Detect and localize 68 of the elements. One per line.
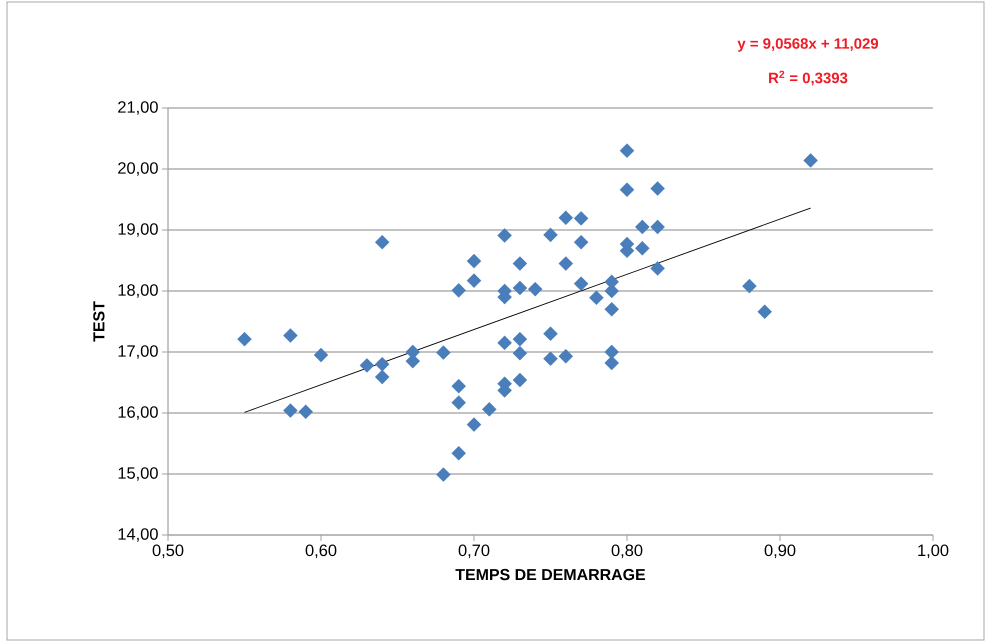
point (803, 153, 818, 168)
point (497, 228, 512, 243)
y-tick-label: 18,00 (118, 284, 158, 298)
point (298, 404, 313, 420)
point (512, 372, 528, 388)
point (451, 395, 466, 410)
point (512, 280, 528, 296)
point (558, 348, 574, 364)
y-tick-label: 15,00 (118, 467, 158, 481)
point (482, 402, 497, 417)
point (574, 276, 588, 291)
point (604, 356, 619, 370)
point (451, 283, 466, 298)
y-tick-label: 21,00 (118, 101, 158, 115)
text: y = 9,0568x + 11,029 (737, 38, 878, 52)
point (374, 356, 390, 372)
point (451, 446, 466, 461)
y-axis-title: TEST (93, 301, 105, 342)
point (543, 351, 558, 366)
point (436, 467, 451, 482)
point (466, 254, 482, 268)
point (512, 256, 528, 271)
point (620, 182, 634, 198)
point (757, 304, 772, 319)
point (497, 336, 512, 350)
point (451, 378, 466, 394)
point (543, 326, 558, 341)
point (574, 234, 588, 250)
y-tick-label: 19,00 (118, 223, 158, 237)
point (466, 273, 482, 288)
point (237, 332, 252, 346)
point (620, 143, 634, 158)
x-tick-label: 0,50 (152, 544, 184, 558)
y-tick-label: 17,00 (118, 345, 158, 359)
point (558, 210, 574, 226)
point (283, 328, 298, 343)
point (360, 358, 374, 373)
point (650, 261, 665, 276)
text: R$^{2}$ = 0,3393 (769, 70, 848, 86)
y-tick-label: 20,00 (118, 162, 158, 176)
y-tick-label: 14,00 (118, 528, 158, 542)
point (650, 220, 665, 234)
x-tick-label: 1,00 (918, 544, 948, 558)
x-axis-title: TEMPS DE DEMARRAGE (455, 568, 646, 580)
point (742, 278, 757, 294)
point (604, 302, 619, 317)
x-tick-label: 0,80 (612, 544, 642, 558)
point (558, 256, 574, 271)
point (314, 348, 328, 362)
point (512, 332, 528, 346)
x-tick-label: 0,70 (458, 544, 490, 558)
point (374, 370, 390, 384)
point (635, 241, 650, 256)
point (589, 290, 604, 305)
point (650, 181, 665, 196)
point (436, 345, 451, 360)
point (283, 403, 298, 418)
point (512, 346, 528, 360)
point (528, 282, 542, 296)
x-tick-label: 0,60 (306, 544, 336, 558)
x-tick-label: 0,90 (764, 544, 796, 558)
point (374, 234, 390, 250)
y-tick-label: 16,00 (118, 406, 158, 420)
point (466, 417, 482, 432)
point (574, 211, 588, 226)
point (604, 344, 619, 360)
point (543, 228, 558, 242)
point (635, 220, 650, 234)
